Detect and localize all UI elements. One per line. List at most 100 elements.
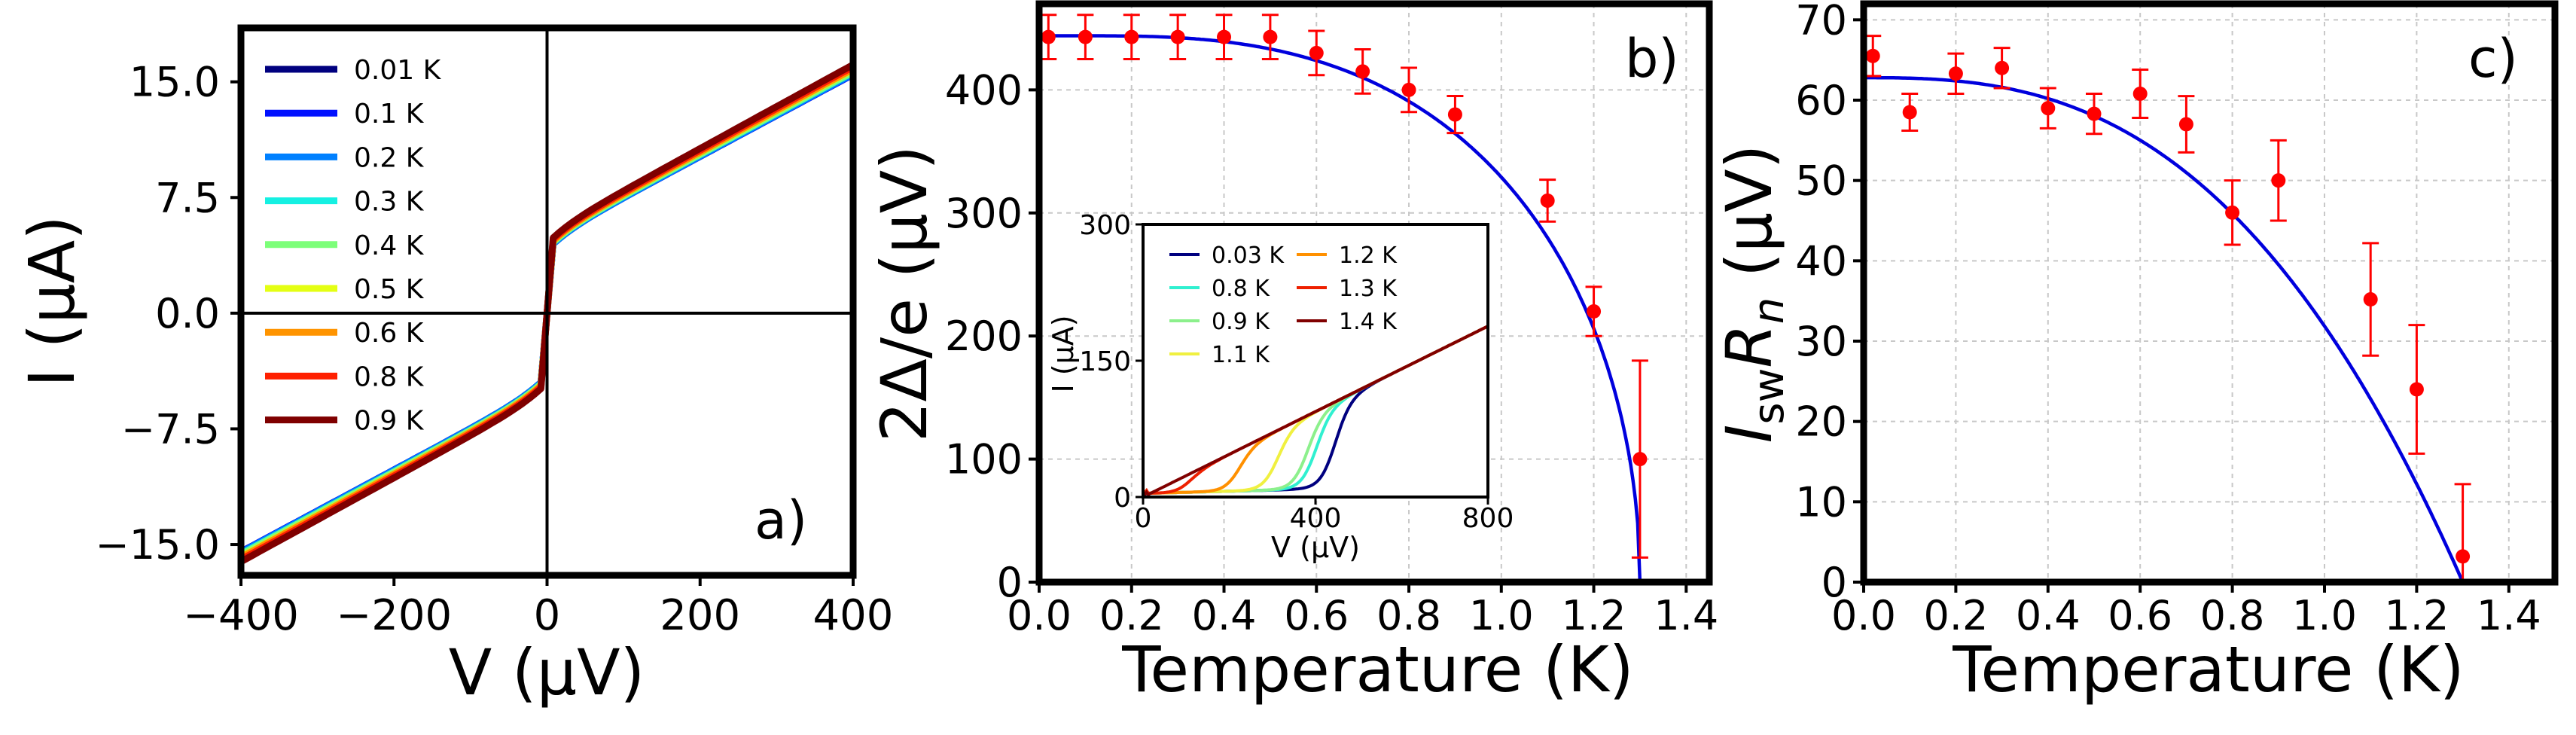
inset-x-tick-label: 400 bbox=[1290, 503, 1342, 534]
panel-c-y-tick-label: 40 bbox=[1795, 237, 1847, 285]
panel-b-data-point bbox=[1401, 82, 1416, 97]
panel-b-x-tick-label: 0.2 bbox=[1099, 592, 1164, 639]
panel-a-y-tick-label: 0.0 bbox=[155, 290, 220, 337]
panel-c-y-tick-label: 0 bbox=[1821, 559, 1847, 606]
panel-c-x-tick-label: 1.4 bbox=[2477, 592, 2541, 639]
panel-c-y-label: IswRn (µV) bbox=[1712, 145, 1794, 444]
panel-b-y-tick-label: 400 bbox=[945, 66, 1023, 114]
inset-background bbox=[1143, 224, 1488, 497]
panel-c-data-point bbox=[1902, 105, 1917, 120]
panel-a-x-ticks: −400 −200 0 200 400 bbox=[183, 575, 893, 640]
legend-label-5: 0.5 K bbox=[354, 274, 425, 305]
legend-label-8: 0.9 K bbox=[354, 406, 425, 437]
inset-legend-label-3: 1.1 K bbox=[1212, 342, 1270, 368]
legend-label-4: 0.4 K bbox=[354, 230, 425, 261]
panel-b-data-point bbox=[1041, 29, 1056, 44]
panel-c-data-point bbox=[2456, 549, 2471, 564]
inset-legend-label-6: 1.4 K bbox=[1339, 309, 1398, 335]
panel-a-x-tick-label: −400 bbox=[183, 591, 299, 640]
inset-chart: 0.03 K 0.8 K 0.9 K 1.1 K 1.2 K 1.3 K 1.4 K 0 40… bbox=[1047, 210, 1514, 564]
inset-legend-label-5: 1.3 K bbox=[1339, 276, 1398, 302]
panel-b-data-point bbox=[1540, 193, 1555, 208]
legend-label-0: 0.01 K bbox=[354, 55, 442, 86]
legend-label-3: 0.3 K bbox=[354, 187, 425, 218]
legend-label-6: 0.6 K bbox=[354, 318, 425, 349]
inset-y-label: I (µA) bbox=[1047, 315, 1080, 392]
panel-b-label: b) bbox=[1625, 28, 1679, 90]
panel-b-data-point bbox=[1632, 452, 1648, 467]
panel-b-x-tick-label: 0.6 bbox=[1284, 592, 1349, 639]
legend-label-2: 0.2 K bbox=[354, 142, 425, 173]
panel-b-frame bbox=[1035, 0, 1713, 586]
panel-b-x-tick-label: 1.4 bbox=[1654, 592, 1718, 639]
inset-y-tick-label: 300 bbox=[1079, 210, 1131, 241]
panel-c-x-tick-label: 0.2 bbox=[1923, 592, 1988, 639]
panel-c-data-point bbox=[1865, 48, 1880, 63]
panel-b-fit-line bbox=[1039, 34, 1642, 583]
panel-a-y-label: I (µA) bbox=[15, 215, 89, 387]
panel-c-x-tick-label: 1.0 bbox=[2292, 592, 2357, 639]
panel-a-legend: 0.01 K 0.1 K 0.2 K 0.3 K 0.4 K 0.5 K 0.6 K 0.8 … bbox=[265, 55, 442, 437]
panel-a-y-tick-label: 7.5 bbox=[155, 174, 220, 221]
panel-b-data-point bbox=[1170, 29, 1185, 44]
inset-curve-6 bbox=[1142, 325, 1489, 499]
inset-x-ticks: 0 400 800 bbox=[1135, 497, 1514, 534]
panel-c-x-tick-label: 0.0 bbox=[1831, 592, 1896, 639]
inset-legend-label-0: 0.03 K bbox=[1212, 242, 1285, 269]
panel-c-data-point bbox=[2087, 106, 2102, 121]
panel-b-y-tick-label: 200 bbox=[945, 313, 1023, 360]
panel-b: 0.03 K 0.8 K 0.9 K 1.1 K 1.2 K 1.3 K 1.4 K 0 40… bbox=[867, 0, 1718, 706]
panel-c-data-point bbox=[1948, 66, 1963, 81]
panel-c-data-point bbox=[2409, 382, 2424, 397]
inset-curves bbox=[1142, 325, 1489, 499]
inset-y-tick-label: 0 bbox=[1114, 483, 1131, 514]
inset-x-tick-label: 800 bbox=[1462, 503, 1514, 534]
inset-x-label: V (µV) bbox=[1271, 531, 1360, 564]
panel-c-y-tick-label: 10 bbox=[1795, 478, 1847, 526]
panel-c-y-ticks: 0 10 20 30 40 50 60 70 bbox=[1795, 0, 1864, 606]
panel-c-x-tick-label: 0.4 bbox=[2016, 592, 2081, 639]
panel-c: c) 0.0 0.2 0.4 0.6 0.8 1.0 1.2 1.4 0 10 20 30 40 50 6… bbox=[1712, 0, 2559, 706]
panel-c-y-label-unit: (µV) bbox=[1712, 145, 1786, 297]
panel-c-y-tick-label: 60 bbox=[1795, 77, 1847, 124]
panel-c-frame bbox=[1860, 0, 2559, 586]
legend-label-7: 0.8 K bbox=[354, 361, 425, 392]
panel-c-x-tick-label: 1.2 bbox=[2384, 592, 2449, 639]
panel-c-x-tick-label: 0.8 bbox=[2200, 592, 2265, 639]
panel-a-y-ticks: −15.0 −7.5 0.0 7.5 15.0 bbox=[96, 59, 241, 569]
panel-b-x-tick-label: 0.4 bbox=[1192, 592, 1257, 639]
panel-c-label: c) bbox=[2468, 28, 2518, 90]
panel-b-x-tick-label: 1.0 bbox=[1469, 592, 1534, 639]
panel-c-fit-line bbox=[1864, 75, 2465, 583]
panel-c-y-tick-label: 50 bbox=[1795, 157, 1847, 205]
panel-c-x-label: Temperature (K) bbox=[1952, 633, 2464, 706]
panel-c-y-label-mid: R bbox=[1712, 324, 1786, 368]
panel-c-data-points bbox=[1864, 35, 2471, 584]
panel-b-x-ticks: 0.0 0.2 0.4 0.6 0.8 1.0 1.2 1.4 bbox=[1007, 582, 1718, 639]
inset-y-tick-label: 150 bbox=[1079, 346, 1131, 377]
panel-b-data-point bbox=[1309, 45, 1324, 60]
legend-label-1: 0.1 K bbox=[354, 99, 425, 130]
panel-a-x-label: V (µV) bbox=[449, 636, 645, 709]
panel-a: 0.01 K 0.1 K 0.2 K 0.3 K 0.4 K 0.5 K 0.6 K 0.8 … bbox=[15, 24, 893, 709]
inset-y-ticks: 0 150 300 bbox=[1079, 210, 1143, 514]
panel-b-x-tick-label: 0.8 bbox=[1376, 592, 1441, 639]
panel-b-data-points bbox=[1040, 14, 1648, 559]
inset-legend-label-1: 0.8 K bbox=[1212, 276, 1270, 302]
panel-b-data-point bbox=[1447, 107, 1462, 122]
panel-c-data-point bbox=[2271, 173, 2286, 188]
panel-c-x-ticks: 0.0 0.2 0.4 0.6 0.8 1.0 1.2 1.4 bbox=[1831, 582, 2541, 639]
panel-c-data-point bbox=[2178, 117, 2193, 132]
panel-b-y-tick-label: 0 bbox=[997, 559, 1023, 606]
panel-c-data-point bbox=[2363, 292, 2378, 307]
panel-b-x-label: Temperature (K) bbox=[1121, 633, 1633, 706]
panel-b-y-tick-label: 100 bbox=[945, 436, 1023, 483]
panel-b-data-point bbox=[1587, 304, 1602, 319]
panel-a-y-tick-label: −15.0 bbox=[96, 521, 220, 569]
inset-legend: 0.03 K 0.8 K 0.9 K 1.1 K 1.2 K 1.3 K 1.4 K bbox=[1169, 242, 1398, 368]
panel-c-x-tick-label: 0.6 bbox=[2108, 592, 2172, 639]
inset-legend-label-2: 0.9 K bbox=[1212, 309, 1270, 335]
panel-b-y-tick-label: 300 bbox=[945, 190, 1023, 237]
inset-legend-label-4: 1.2 K bbox=[1339, 242, 1398, 269]
